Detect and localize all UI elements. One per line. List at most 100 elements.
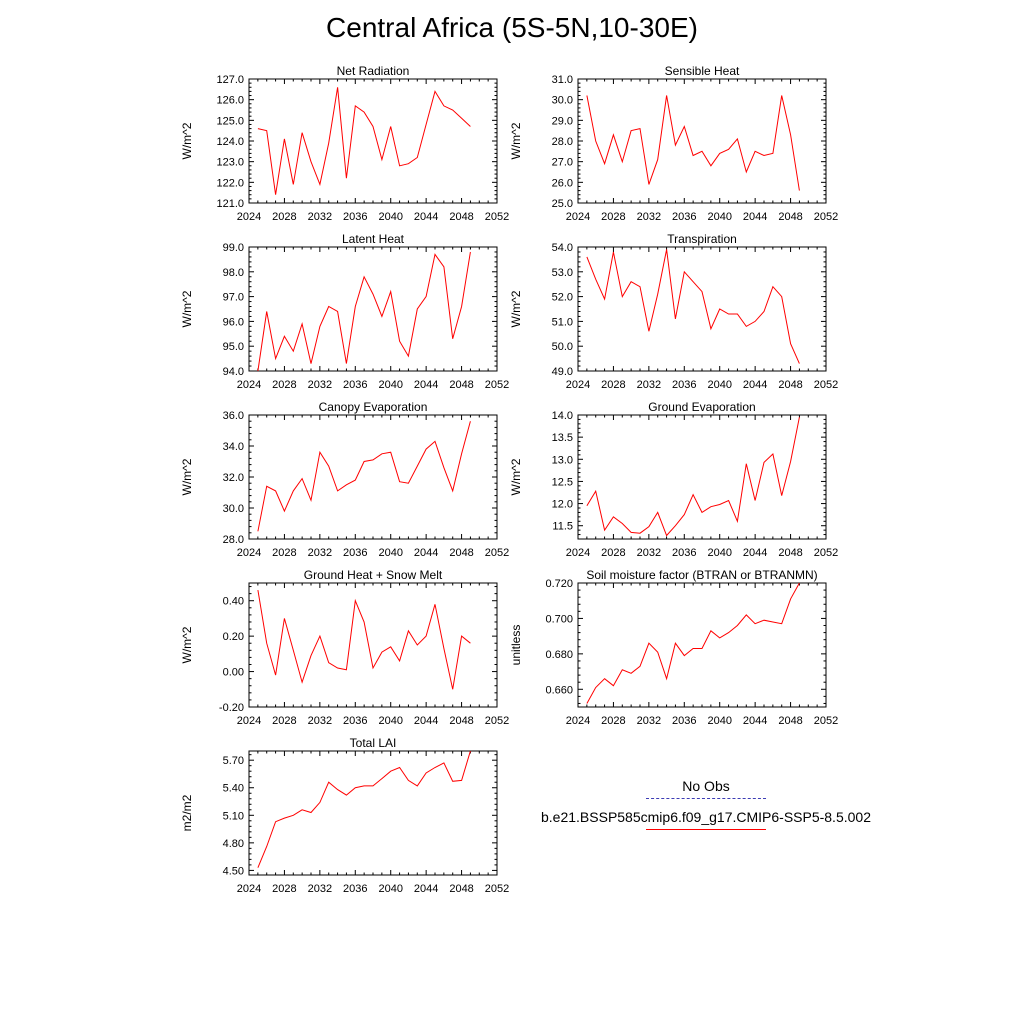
x-tick-label: 2044: [414, 883, 438, 895]
y-tick-label: 5.70: [223, 755, 244, 767]
x-tick-label: 2028: [272, 211, 296, 223]
x-tick-label: 2048: [449, 379, 473, 391]
x-tick-label: 2024: [566, 715, 590, 727]
x-tick-label: 2052: [485, 379, 509, 391]
series-line: [586, 249, 800, 364]
legend-swatch-model: [646, 829, 766, 830]
panel-title: Latent Heat: [342, 232, 405, 246]
y-tick-label: 34.0: [223, 441, 244, 453]
x-tick-label: 2032: [308, 211, 332, 223]
y-axis-label: W/m^2: [180, 290, 194, 327]
x-tick-label: 2032: [308, 883, 332, 895]
plot-frame: [248, 414, 498, 540]
panel-7: Ground Heat + Snow Melt 2024 2028 2032 2036 2…: [180, 568, 509, 727]
y-axis-label: unitless: [509, 625, 523, 666]
y-tick-label: -0.20: [219, 702, 244, 714]
plot-frame: [248, 246, 498, 372]
panel-title: Ground Evaporation: [648, 400, 755, 414]
plot-frame: [248, 78, 498, 204]
x-tick-label: 2036: [672, 211, 696, 223]
x-tick-label: 2032: [308, 379, 332, 391]
y-tick-label: 125.0: [216, 115, 244, 127]
x-tick-label: 2040: [378, 211, 402, 223]
x-tick-label: 2032: [637, 715, 661, 727]
y-tick-label: 36.0: [223, 410, 244, 422]
y-tick-label: 31.0: [552, 74, 573, 86]
y-tick-label: 28.0: [223, 534, 244, 546]
y-tick-label: 32.0: [223, 472, 244, 484]
x-tick-label: 2024: [237, 379, 261, 391]
x-tick-label: 2024: [237, 883, 261, 895]
y-tick-label: 0.40: [223, 596, 244, 608]
x-tick-label: 2044: [414, 547, 438, 559]
y-tick-label: 126.0: [216, 95, 244, 107]
y-axis-label: W/m^2: [180, 122, 194, 159]
x-tick-label: 2036: [343, 211, 367, 223]
x-tick-label: 2044: [414, 715, 438, 727]
x-tick-label: 2044: [743, 547, 767, 559]
y-tick-label: 11.5: [552, 521, 573, 533]
y-tick-label: 5.10: [223, 810, 244, 822]
y-tick-label: 49.0: [552, 366, 573, 378]
x-tick-label: 2024: [237, 211, 261, 223]
y-axis-label: W/m^2: [180, 626, 194, 663]
plot-frame: [248, 750, 498, 876]
panel-1: Net Radiation 2024 2028 2032 2036 2040 2044 204…: [180, 64, 509, 223]
page-title: Central Africa (5S-5N,10-30E): [326, 12, 698, 43]
y-tick-label: 12.5: [552, 476, 573, 488]
panel-3: Latent Heat 2024 2028 2032 2036 2040 2044 2048 2…: [180, 232, 509, 391]
y-axis-label: W/m^2: [509, 290, 523, 327]
x-tick-label: 2036: [672, 715, 696, 727]
y-tick-label: 121.0: [216, 198, 244, 210]
x-tick-label: 2036: [343, 379, 367, 391]
y-tick-label: 13.0: [552, 454, 573, 466]
panel-9: Total LAI 2024 2028 2032 2036 2040 2044 2048 205…: [180, 736, 509, 895]
x-tick-label: 2040: [707, 379, 731, 391]
y-tick-label: 95.0: [223, 341, 244, 353]
x-tick-label: 2028: [601, 211, 625, 223]
y-tick-label: 13.5: [552, 432, 573, 444]
x-tick-label: 2052: [814, 211, 838, 223]
panel-8: Soil moisture factor (BTRAN or BTRANMN) 2…: [509, 568, 838, 727]
y-tick-label: 28.0: [552, 136, 573, 148]
x-tick-label: 2048: [449, 883, 473, 895]
y-tick-label: 4.80: [223, 838, 244, 850]
x-tick-label: 2052: [485, 715, 509, 727]
legend-swatch-obs: [646, 798, 766, 799]
y-tick-label: 123.0: [216, 157, 244, 169]
y-tick-label: 98.0: [223, 267, 244, 279]
x-tick-label: 2028: [272, 379, 296, 391]
x-tick-label: 2024: [566, 379, 590, 391]
y-tick-label: 53.0: [552, 267, 573, 279]
panel-6: Ground Evaporation 2024 2028 2032 2036 2040 20…: [509, 400, 838, 559]
y-tick-label: 54.0: [552, 242, 573, 254]
x-tick-label: 2028: [601, 547, 625, 559]
x-tick-label: 2024: [566, 211, 590, 223]
x-tick-label: 2044: [743, 211, 767, 223]
y-tick-label: 14.0: [552, 410, 573, 422]
series-line: [257, 750, 471, 868]
panel-title: Transpiration: [667, 232, 737, 246]
y-tick-label: 122.0: [216, 177, 244, 189]
y-axis-label: m2/m2: [180, 794, 194, 831]
x-tick-label: 2040: [378, 379, 402, 391]
x-tick-label: 2044: [414, 211, 438, 223]
panel-title: Sensible Heat: [665, 64, 740, 78]
x-tick-label: 2052: [485, 547, 509, 559]
x-tick-label: 2040: [707, 211, 731, 223]
x-tick-label: 2036: [343, 715, 367, 727]
y-tick-label: 124.0: [216, 136, 244, 148]
y-tick-label: 0.680: [545, 649, 573, 661]
x-tick-label: 2036: [672, 379, 696, 391]
y-tick-label: 0.20: [223, 631, 244, 643]
y-tick-label: 50.0: [552, 341, 573, 353]
series-line: [257, 421, 471, 532]
panel-5: Canopy Evaporation 2024 2028 2032 2036 2040 20…: [180, 400, 509, 559]
legend-label-model: b.e21.BSSP585cmip6.f09_g17.CMIP6-SSP5-8.…: [541, 809, 871, 825]
y-tick-label: 5.40: [223, 783, 244, 795]
x-tick-label: 2048: [778, 547, 802, 559]
x-tick-label: 2024: [566, 547, 590, 559]
x-tick-label: 2048: [778, 211, 802, 223]
series-line: [586, 417, 800, 537]
